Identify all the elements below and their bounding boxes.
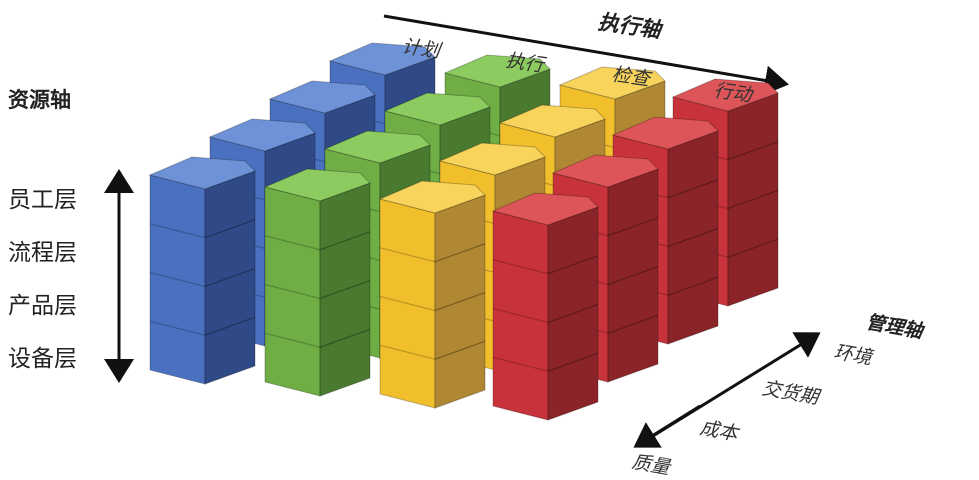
block-side-face: [434, 194, 486, 409]
block-top-face: [323, 130, 431, 164]
stage-label-check: 检查: [610, 63, 652, 91]
stage-label-act: 行动: [712, 79, 754, 107]
layer-divider: [149, 320, 206, 336]
block-top-face: [498, 104, 606, 138]
block-top-face: [671, 78, 779, 112]
layer-divider: [547, 352, 599, 372]
layer-divider: [492, 259, 549, 275]
block-top-face: [438, 142, 546, 176]
layer-divider: [547, 303, 599, 324]
block-column-yellow-row-0: [378, 180, 486, 409]
layer-divider: [149, 271, 206, 288]
block-top-face: [208, 118, 316, 152]
layer-divider: [434, 291, 486, 312]
layer-label-process: 流程层: [8, 240, 77, 266]
layer-divider: [727, 189, 779, 210]
block-top-face: [268, 80, 376, 114]
layer-divider: [264, 235, 321, 251]
layer-divider: [319, 328, 371, 348]
block-top-face: [491, 192, 599, 226]
block-column-green-row-0: [263, 168, 371, 397]
execution-axis-arrow: [383, 14, 789, 96]
layer-divider: [264, 332, 321, 348]
layer-divider: [607, 217, 659, 237]
layer-divider: [319, 279, 371, 300]
layer-label-equipment: 设备层: [8, 346, 77, 372]
layer-divider: [379, 295, 436, 312]
layer-divider: [607, 265, 659, 286]
block-top-face: [378, 180, 486, 214]
block-top-face: [551, 154, 659, 188]
stage-label-do: 执行: [504, 49, 546, 77]
layer-label-employee: 员工层: [8, 187, 77, 213]
layer-label-product: 产品层: [8, 293, 77, 319]
layer-divider: [204, 267, 256, 288]
layer-divider: [319, 231, 371, 251]
block-column-blue-row-0: [148, 156, 256, 385]
block-top-face: [148, 156, 256, 190]
stage-label-plan: 计划: [400, 35, 442, 63]
layer-divider: [379, 344, 436, 360]
resource-axis-title: 资源轴: [8, 88, 71, 112]
layer-divider: [204, 316, 256, 336]
layer-divider: [667, 179, 719, 199]
block-column-red-row-0: [491, 192, 599, 421]
layer-divider: [667, 227, 719, 248]
layer-divider: [607, 314, 659, 334]
layer-divider: [434, 243, 486, 263]
block-top-face: [611, 116, 719, 150]
block-side-face: [319, 182, 371, 397]
layer-divider: [727, 141, 779, 161]
layer-divider: [727, 238, 779, 258]
block-top-face: [328, 42, 436, 76]
management-axis-arrow-up: [639, 332, 821, 446]
layer-divider: [149, 223, 206, 239]
layer-divider: [492, 356, 549, 372]
layer-divider: [434, 340, 486, 360]
layer-divider: [547, 255, 599, 275]
block-top-face: [383, 92, 491, 126]
layer-divider: [204, 219, 256, 239]
layer-divider: [492, 307, 549, 324]
layer-divider: [667, 276, 719, 296]
block-top-face: [443, 54, 551, 88]
block-top-face: [558, 66, 666, 100]
block-top-face: [263, 168, 371, 202]
layer-divider: [264, 283, 321, 300]
layer-divider: [379, 247, 436, 263]
